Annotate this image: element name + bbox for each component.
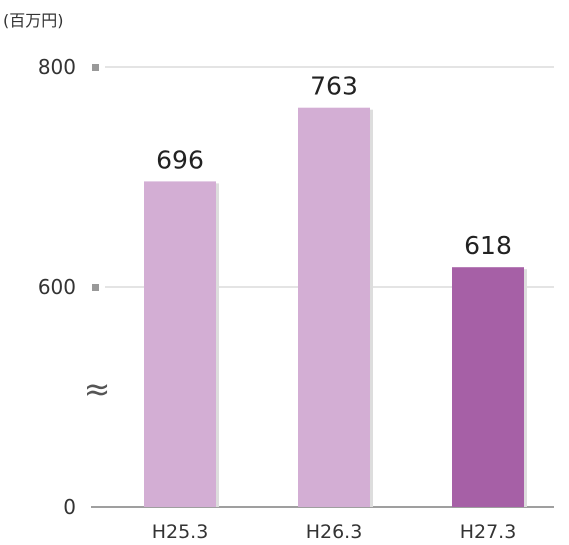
y-tick-label: 0 bbox=[63, 495, 76, 519]
y-unit-label: (百万円) bbox=[3, 11, 64, 30]
y-tick-mark bbox=[92, 64, 99, 71]
x-tick-label: H25.3 bbox=[152, 521, 209, 543]
data-label: 618 bbox=[464, 231, 512, 260]
y-tick-mark bbox=[92, 284, 99, 291]
bar-h26-3 bbox=[298, 107, 370, 507]
y-tick-label: 600 bbox=[38, 275, 76, 299]
axis-break-symbol: ≈ bbox=[84, 370, 111, 408]
x-tick-label: H27.3 bbox=[460, 521, 517, 543]
bar-h25-3 bbox=[144, 181, 216, 507]
bar-h27-3 bbox=[452, 267, 524, 507]
x-tick-label: H26.3 bbox=[306, 521, 363, 543]
y-tick-label: 800 bbox=[38, 55, 76, 79]
data-label: 763 bbox=[310, 72, 358, 101]
data-label: 696 bbox=[156, 145, 204, 174]
